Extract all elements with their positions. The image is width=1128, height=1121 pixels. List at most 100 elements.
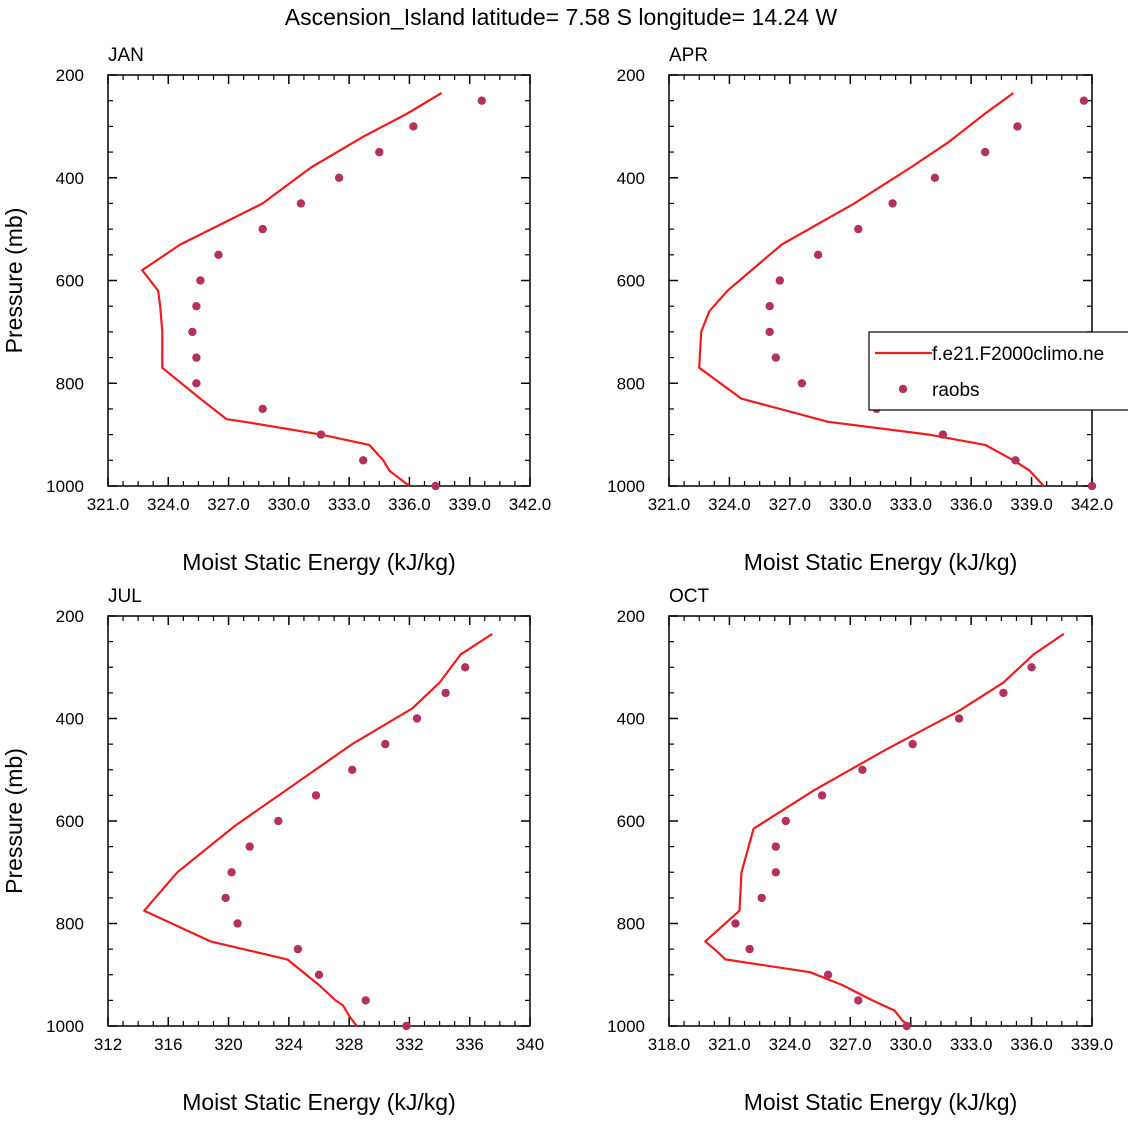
raobs-point [359, 456, 368, 465]
y-tick-label: 600 [56, 272, 84, 291]
x-axis-label: Moist Static Energy (kJ/kg) [744, 549, 1018, 575]
raobs-point [381, 739, 390, 749]
y-tick-label: 200 [56, 607, 84, 626]
raobs-point [757, 893, 766, 903]
raobs-point [745, 944, 754, 954]
y-tick-label: 800 [56, 374, 84, 393]
y-tick-label: 600 [617, 272, 645, 291]
y-tick-label: 800 [56, 915, 84, 934]
raobs-point [1013, 122, 1022, 131]
x-tick-label: 332 [395, 1035, 423, 1054]
model-series-line [698, 92, 1045, 487]
x-tick-label: 327.0 [769, 495, 812, 514]
raobs-point [902, 1021, 911, 1031]
raobs-point [813, 250, 823, 259]
raobs-point [233, 919, 242, 928]
raobs-point [823, 970, 833, 979]
model-series-line [704, 632, 1065, 1027]
raobs-point [817, 791, 827, 800]
x-tick-label: 336.0 [388, 495, 431, 514]
x-axis-label: Moist Static Energy (kJ/kg) [182, 1089, 456, 1115]
y-tick-label: 800 [617, 915, 645, 934]
raobs-point [1079, 96, 1089, 105]
x-tick-label: 336.0 [950, 495, 993, 514]
panel-jul: 312 316 320 324 328 332 336 340 200 400 600 800 1000… [1, 586, 544, 1115]
y-tick-label: 400 [617, 710, 645, 729]
y-tick-label: 200 [56, 66, 84, 85]
raobs-point [908, 739, 917, 749]
legend-marker-swatch [898, 384, 908, 394]
x-tick-label: 318.0 [648, 1035, 691, 1054]
raobs-point [311, 791, 321, 800]
raobs-point [771, 842, 780, 851]
raobs-point [274, 816, 283, 826]
raobs-point [258, 404, 267, 414]
figure-title: Ascension_Island latitude= 7.58 S longit… [285, 4, 838, 30]
legend-model-label: f.e21.F2000climo.ne [932, 344, 1104, 365]
x-tick-label: 339.0 [1010, 495, 1053, 514]
raobs-point [188, 327, 197, 337]
raobs-point [981, 147, 990, 157]
x-tick-label: 333.0 [328, 495, 371, 514]
panel-apr: 321.0 324.0 327.0 330.0 333.0 336.0 339.0 342.0… [607, 45, 1113, 575]
panel-oct: 318.0 321.0 324.0 327.0 330.0 333.0 336.0 339.0… [607, 586, 1113, 1115]
y-tick-label: 200 [617, 66, 645, 85]
raobs-point [954, 714, 964, 723]
raobs-point [854, 996, 863, 1005]
raobs-point [348, 765, 357, 774]
legend-box [868, 331, 1128, 411]
raobs-point [781, 816, 790, 826]
raobs-point [461, 663, 470, 672]
raobs-point [196, 276, 205, 285]
raobs-point [1011, 456, 1020, 465]
legend: f.e21.F2000climo.ne raobs [868, 331, 1128, 411]
raobs-point [258, 224, 267, 234]
x-tick-label: 324.0 [147, 495, 190, 514]
raobs-point [771, 353, 780, 362]
panel-title: APR [669, 45, 708, 66]
x-tick-label: 330.0 [829, 495, 872, 514]
x-tick-label: 342.0 [509, 495, 552, 514]
y-tick-label: 400 [56, 169, 84, 188]
y-tick-label: 200 [617, 607, 645, 626]
raobs-point [441, 688, 450, 698]
y-axis-label: Pressure (mb) [1, 748, 27, 894]
raobs-point [431, 481, 440, 491]
raobs-point [858, 765, 867, 774]
y-tick-label: 400 [56, 710, 84, 729]
x-tick-label: 324.0 [769, 1035, 812, 1054]
x-tick-label: 333.0 [889, 495, 932, 514]
raobs-point [1027, 663, 1036, 672]
raobs-point [227, 868, 236, 877]
raobs-point [375, 147, 384, 157]
raobs-point [765, 327, 774, 337]
x-tick-label: 342.0 [1071, 495, 1114, 514]
panel-title: JUL [108, 586, 142, 607]
raobs-point [854, 224, 863, 234]
y-tick-label: 1000 [46, 477, 84, 496]
y-tick-label: 800 [617, 374, 645, 393]
x-tick-label: 339.0 [448, 495, 491, 514]
legend-obs-label: raobs [932, 380, 980, 401]
raobs-point [888, 199, 897, 208]
panel-title: OCT [669, 586, 710, 607]
raobs-point [192, 353, 201, 362]
x-tick-label: 327.0 [829, 1035, 872, 1054]
raobs-point [293, 944, 303, 954]
y-tick-label: 1000 [607, 1017, 645, 1036]
raobs-point [938, 430, 948, 439]
x-tick-label: 327.0 [207, 495, 250, 514]
raobs-point [221, 893, 230, 903]
model-series-line [141, 92, 443, 487]
x-tick-label: 321.0 [648, 495, 691, 514]
x-tick-label: 320 [214, 1035, 242, 1054]
model-series-line [143, 632, 493, 1027]
x-tick-label: 321.0 [708, 1035, 751, 1054]
raobs-point [245, 842, 254, 851]
x-tick-label: 339.0 [1071, 1035, 1114, 1054]
raobs-point [477, 96, 486, 105]
x-tick-label: 324 [275, 1035, 303, 1054]
raobs-point [1087, 481, 1097, 491]
raobs-point [409, 122, 418, 131]
